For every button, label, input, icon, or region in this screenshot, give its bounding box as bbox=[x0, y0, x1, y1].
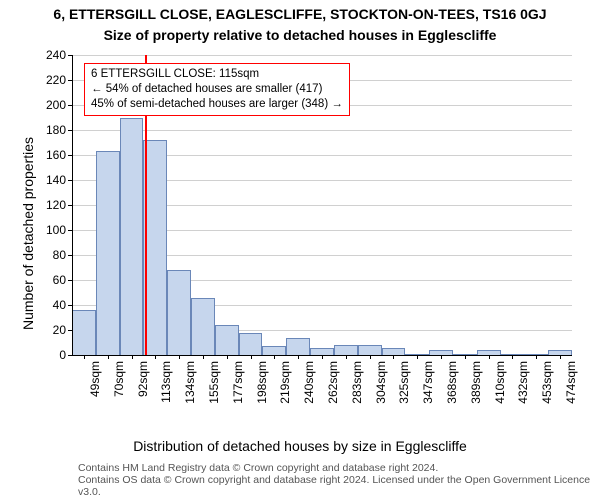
histogram-bar bbox=[358, 345, 382, 355]
y-tick-label: 80 bbox=[38, 248, 66, 262]
chart-container: 6, ETTERSGILL CLOSE, EAGLESCLIFFE, STOCK… bbox=[0, 0, 600, 500]
gridline bbox=[72, 130, 572, 131]
x-tick-label: 219sqm bbox=[278, 361, 292, 404]
y-axis-line bbox=[72, 55, 73, 355]
y-tick-label: 0 bbox=[38, 348, 66, 362]
y-tick-label: 140 bbox=[38, 173, 66, 187]
y-tick-label: 120 bbox=[38, 198, 66, 212]
x-tick-label: 92sqm bbox=[136, 361, 150, 397]
gridline bbox=[72, 55, 572, 56]
x-tick-label: 325sqm bbox=[397, 361, 411, 404]
x-tick-label: 368sqm bbox=[445, 361, 459, 404]
annotation-box: 6 ETTERSGILL CLOSE: 115sqm← 54% of detac… bbox=[84, 63, 350, 116]
histogram-bar bbox=[382, 348, 406, 356]
y-tick-label: 200 bbox=[38, 98, 66, 112]
footer-attribution: Contains HM Land Registry data © Crown c… bbox=[78, 462, 600, 498]
x-tick-label: 49sqm bbox=[88, 361, 102, 397]
x-tick-label: 347sqm bbox=[421, 361, 435, 404]
y-tick-label: 60 bbox=[38, 273, 66, 287]
address-title: 6, ETTERSGILL CLOSE, EAGLESCLIFFE, STOCK… bbox=[0, 6, 600, 22]
histogram-bar bbox=[96, 151, 120, 355]
y-tick-label: 180 bbox=[38, 123, 66, 137]
histogram-bar bbox=[334, 345, 358, 355]
histogram-bar bbox=[167, 270, 191, 355]
x-tick-label: 474sqm bbox=[564, 361, 578, 404]
x-axis-label: Distribution of detached houses by size … bbox=[0, 438, 600, 454]
annotation-line: 6 ETTERSGILL CLOSE: 115sqm bbox=[91, 67, 343, 82]
x-tick-label: 432sqm bbox=[516, 361, 530, 404]
x-tick-label: 177sqm bbox=[231, 361, 245, 404]
y-tick-label: 160 bbox=[38, 148, 66, 162]
histogram-bar bbox=[286, 338, 310, 356]
x-tick-label: 70sqm bbox=[112, 361, 126, 397]
histogram-bar bbox=[72, 310, 96, 355]
y-tick-label: 20 bbox=[38, 323, 66, 337]
y-tick-label: 240 bbox=[38, 48, 66, 62]
y-tick-label: 220 bbox=[38, 73, 66, 87]
x-tick-label: 283sqm bbox=[350, 361, 364, 404]
histogram-bar bbox=[120, 118, 144, 356]
x-tick-label: 453sqm bbox=[540, 361, 554, 404]
x-axis-line bbox=[72, 355, 572, 356]
x-tick-label: 113sqm bbox=[159, 361, 173, 403]
histogram-bar bbox=[310, 348, 334, 356]
subtitle: Size of property relative to detached ho… bbox=[0, 27, 600, 43]
footer-line-2: Contains OS data © Crown copyright and d… bbox=[78, 474, 600, 498]
y-tick-label: 100 bbox=[38, 223, 66, 237]
x-tick-label: 304sqm bbox=[374, 361, 388, 404]
x-tick-label: 410sqm bbox=[493, 361, 507, 404]
x-tick-label: 155sqm bbox=[207, 361, 221, 404]
x-tick-label: 240sqm bbox=[302, 361, 316, 404]
histogram-bar bbox=[262, 346, 286, 355]
x-tick-label: 198sqm bbox=[255, 361, 269, 404]
footer-line-1: Contains HM Land Registry data © Crown c… bbox=[78, 462, 600, 474]
annotation-line: 45% of semi-detached houses are larger (… bbox=[91, 97, 343, 112]
y-axis-label: Number of detached properties bbox=[20, 137, 36, 330]
x-tick-label: 262sqm bbox=[326, 361, 340, 404]
histogram-bar bbox=[239, 333, 263, 356]
histogram-bar bbox=[191, 298, 215, 356]
histogram-bar bbox=[215, 325, 239, 355]
x-tick-label: 389sqm bbox=[469, 361, 483, 404]
annotation-line: ← 54% of detached houses are smaller (41… bbox=[91, 82, 343, 97]
plot-area: 02040608010012014016018020022024049sqm70… bbox=[72, 55, 572, 355]
y-tick-label: 40 bbox=[38, 298, 66, 312]
histogram-bar bbox=[143, 140, 167, 355]
x-tick-label: 134sqm bbox=[183, 361, 197, 404]
